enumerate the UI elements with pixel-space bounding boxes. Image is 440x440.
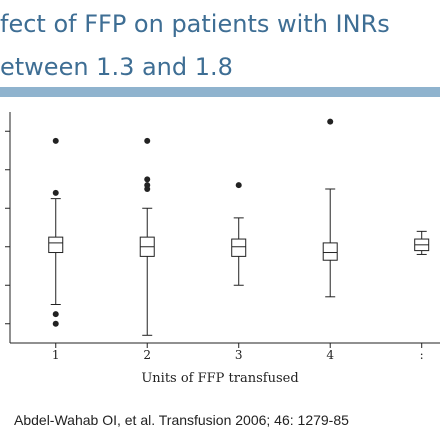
outlier-point <box>144 182 151 189</box>
outlier-point <box>235 182 242 189</box>
outlier-point <box>327 118 334 125</box>
x-tick-label: 4 <box>326 348 334 362</box>
title-accent-bar <box>0 87 440 97</box>
slide-title-line-1: fect of FFP on patients with INRs <box>0 10 390 38</box>
x-tick-label: : <box>420 348 424 362</box>
x-tick-label: 2 <box>143 348 151 362</box>
outlier-point <box>144 176 151 183</box>
outlier-point <box>144 137 151 144</box>
outlier-point <box>52 189 59 196</box>
box-iqr <box>231 238 247 257</box>
x-axis-label: Units of FFP transfused <box>141 371 299 386</box>
outlier-point <box>52 311 59 318</box>
x-tick-label: 1 <box>52 348 60 362</box>
x-tick-label: 3 <box>235 348 243 362</box>
citation-text: Abdel-Wahab OI, et al. Transfusion 2006;… <box>14 412 349 428</box>
outlier-point <box>52 137 59 144</box>
box-iqr <box>48 236 64 254</box>
box-iqr <box>322 242 338 261</box>
slide-title-line-2: etween 1.3 and 1.8 <box>0 53 233 81</box>
outlier-point <box>52 320 59 327</box>
